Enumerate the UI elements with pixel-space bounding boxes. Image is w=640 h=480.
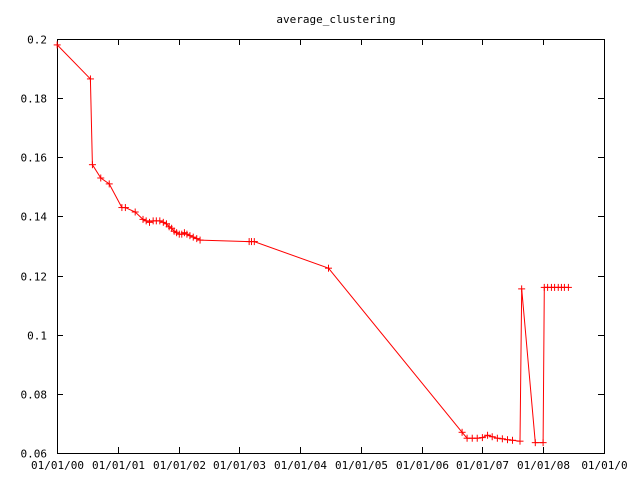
data-point (145, 218, 153, 226)
data-point (105, 180, 113, 188)
data-point (139, 215, 147, 223)
x-tick-label: 01/01/05 (335, 459, 388, 472)
data-point (325, 264, 333, 272)
chart-title: average_clustering (276, 13, 395, 26)
data-point (196, 236, 204, 244)
series-layer (53, 41, 572, 447)
data-point (458, 428, 466, 436)
x-tick-label: 01/01/08 (517, 459, 570, 472)
data-point (186, 232, 194, 240)
data-point (518, 285, 526, 293)
data-point (539, 439, 547, 447)
data-point (509, 436, 517, 444)
data-point (531, 439, 539, 447)
data-point (564, 283, 572, 291)
data-point (86, 75, 94, 83)
x-tick-label: 01/01/00 (31, 459, 84, 472)
ticks: 0.06 0.08 0.1 0.12 0.14 0.16 0.18 0.2 01/01/00 01… (21, 34, 628, 473)
x-tick-label: 01/01/03 (213, 459, 266, 472)
y-tick-label: 0.16 (21, 152, 48, 165)
y-tick-label: 0.12 (21, 271, 48, 284)
data-point (478, 434, 486, 442)
data-point (504, 436, 512, 444)
x-tick-label: 01/01/07 (456, 459, 509, 472)
x-tick-label: 01/01/06 (396, 459, 449, 472)
data-point (159, 218, 167, 226)
data-point (473, 434, 481, 442)
y-tick-label: 0.06 (21, 448, 48, 461)
y-tick-label: 0.08 (21, 389, 48, 402)
data-point (88, 161, 96, 169)
x-tick-label: 01/01/04 (274, 459, 327, 472)
plot-frame (57, 39, 605, 454)
axes (57, 39, 605, 454)
data-point (250, 238, 258, 246)
data-point (121, 204, 129, 212)
data-point (183, 230, 191, 238)
data-point (97, 174, 105, 182)
data-point (193, 235, 201, 243)
data-point (484, 431, 492, 439)
y-tick-label: 0.14 (21, 211, 48, 224)
data-point (189, 233, 197, 241)
x-tick-label: 01/01/02 (153, 459, 206, 472)
y-tick-label: 0.2 (27, 34, 47, 47)
data-point (53, 41, 61, 49)
data-point (493, 434, 501, 442)
y-tick-label: 0.1 (27, 330, 47, 343)
data-point (142, 217, 150, 225)
data-point (131, 208, 139, 216)
data-point (516, 437, 524, 445)
data-point (488, 433, 496, 441)
x-tick-label: 01/01/01 (92, 459, 145, 472)
data-point (498, 435, 506, 443)
x-tick-label: 01/01/0 (581, 459, 627, 472)
y-tick-label: 0.18 (21, 93, 48, 106)
data-point (156, 217, 164, 225)
